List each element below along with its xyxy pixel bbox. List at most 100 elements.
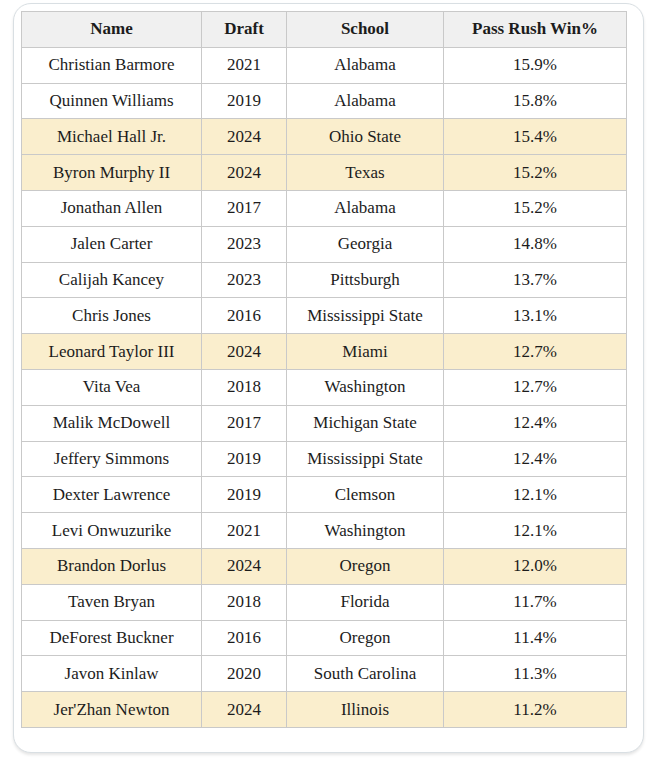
table-row: DeForest Buckner2016Oregon11.4% xyxy=(22,620,627,656)
cell-name: Jer'Zhan Newton xyxy=(22,692,202,728)
cell-school: Mississippi State xyxy=(287,441,444,477)
cell-pass-rush-win: 11.2% xyxy=(444,692,627,728)
page: Name Draft School Pass Rush Win% Christi… xyxy=(0,0,654,763)
cell-school: Alabama xyxy=(287,47,444,83)
table-row: Vita Vea2018Washington12.7% xyxy=(22,369,627,405)
cell-draft: 2020 xyxy=(202,656,287,692)
table-row: Leonard Taylor III2024Miami12.7% xyxy=(22,334,627,370)
cell-school: Alabama xyxy=(287,190,444,226)
table-body: Christian Barmore2021Alabama15.9%Quinnen… xyxy=(22,47,627,727)
cell-draft: 2024 xyxy=(202,119,287,155)
cell-school: Texas xyxy=(287,155,444,191)
cell-pass-rush-win: 15.9% xyxy=(444,47,627,83)
header-row: Name Draft School Pass Rush Win% xyxy=(22,12,627,48)
cell-school: Alabama xyxy=(287,83,444,119)
cell-pass-rush-win: 15.2% xyxy=(444,190,627,226)
cell-draft: 2019 xyxy=(202,441,287,477)
cell-name: Byron Murphy II xyxy=(22,155,202,191)
cell-name: Brandon Dorlus xyxy=(22,548,202,584)
cell-pass-rush-win: 12.1% xyxy=(444,513,627,549)
cell-pass-rush-win: 12.4% xyxy=(444,405,627,441)
cell-draft: 2024 xyxy=(202,548,287,584)
cell-pass-rush-win: 14.8% xyxy=(444,226,627,262)
cell-draft: 2019 xyxy=(202,83,287,119)
cell-pass-rush-win: 11.7% xyxy=(444,584,627,620)
table-header: Name Draft School Pass Rush Win% xyxy=(22,12,627,48)
cell-pass-rush-win: 12.0% xyxy=(444,548,627,584)
cell-pass-rush-win: 11.3% xyxy=(444,656,627,692)
table-row: Calijah Kancey2023Pittsburgh13.7% xyxy=(22,262,627,298)
cell-name: Quinnen Williams xyxy=(22,83,202,119)
table-row: Levi Onwuzurike2021Washington12.1% xyxy=(22,513,627,549)
cell-name: Michael Hall Jr. xyxy=(22,119,202,155)
cell-draft: 2024 xyxy=(202,692,287,728)
column-header-draft: Draft xyxy=(202,12,287,48)
cell-school: Oregon xyxy=(287,548,444,584)
table-row: Taven Bryan2018Florida11.7% xyxy=(22,584,627,620)
cell-name: Levi Onwuzurike xyxy=(22,513,202,549)
cell-draft: 2024 xyxy=(202,334,287,370)
column-header-school: School xyxy=(287,12,444,48)
cell-name: Malik McDowell xyxy=(22,405,202,441)
cell-pass-rush-win: 15.8% xyxy=(444,83,627,119)
cell-pass-rush-win: 12.7% xyxy=(444,369,627,405)
cell-school: Pittsburgh xyxy=(287,262,444,298)
cell-name: DeForest Buckner xyxy=(22,620,202,656)
cell-pass-rush-win: 13.7% xyxy=(444,262,627,298)
cell-name: Javon Kinlaw xyxy=(22,656,202,692)
table-row: Jalen Carter2023Georgia14.8% xyxy=(22,226,627,262)
cell-draft: 2019 xyxy=(202,477,287,513)
cell-name: Leonard Taylor III xyxy=(22,334,202,370)
cell-pass-rush-win: 12.1% xyxy=(444,477,627,513)
table-row: Malik McDowell2017Michigan State12.4% xyxy=(22,405,627,441)
cell-school: Miami xyxy=(287,334,444,370)
cell-pass-rush-win: 12.7% xyxy=(444,334,627,370)
cell-school: Illinois xyxy=(287,692,444,728)
table-row: Brandon Dorlus2024Oregon12.0% xyxy=(22,548,627,584)
cell-draft: 2023 xyxy=(202,262,287,298)
table-row: Dexter Lawrence2019Clemson12.1% xyxy=(22,477,627,513)
cell-school: Florida xyxy=(287,584,444,620)
cell-school: Oregon xyxy=(287,620,444,656)
table-row: Jer'Zhan Newton2024Illinois11.2% xyxy=(22,692,627,728)
cell-name: Taven Bryan xyxy=(22,584,202,620)
table-row: Jeffery Simmons2019Mississippi State12.4… xyxy=(22,441,627,477)
cell-school: Washington xyxy=(287,369,444,405)
cell-draft: 2024 xyxy=(202,155,287,191)
column-header-name: Name xyxy=(22,12,202,48)
cell-draft: 2023 xyxy=(202,226,287,262)
cell-draft: 2018 xyxy=(202,369,287,405)
cell-school: Clemson xyxy=(287,477,444,513)
cell-draft: 2021 xyxy=(202,47,287,83)
cell-draft: 2017 xyxy=(202,405,287,441)
cell-pass-rush-win: 15.2% xyxy=(444,155,627,191)
cell-name: Jeffery Simmons xyxy=(22,441,202,477)
cell-name: Christian Barmore xyxy=(22,47,202,83)
cell-name: Jalen Carter xyxy=(22,226,202,262)
cell-name: Chris Jones xyxy=(22,298,202,334)
table-row: Michael Hall Jr.2024Ohio State15.4% xyxy=(22,119,627,155)
cell-draft: 2016 xyxy=(202,298,287,334)
table-row: Chris Jones2016Mississippi State13.1% xyxy=(22,298,627,334)
cell-draft: 2021 xyxy=(202,513,287,549)
cell-draft: 2016 xyxy=(202,620,287,656)
cell-school: Ohio State xyxy=(287,119,444,155)
cell-pass-rush-win: 15.4% xyxy=(444,119,627,155)
table-row: Christian Barmore2021Alabama15.9% xyxy=(22,47,627,83)
table-row: Byron Murphy II2024Texas15.2% xyxy=(22,155,627,191)
cell-pass-rush-win: 12.4% xyxy=(444,441,627,477)
table-card: Name Draft School Pass Rush Win% Christi… xyxy=(13,3,644,753)
cell-name: Dexter Lawrence xyxy=(22,477,202,513)
cell-draft: 2018 xyxy=(202,584,287,620)
pass-rush-win-table: Name Draft School Pass Rush Win% Christi… xyxy=(21,11,627,728)
column-header-pass-rush-win: Pass Rush Win% xyxy=(444,12,627,48)
cell-school: South Carolina xyxy=(287,656,444,692)
cell-name: Calijah Kancey xyxy=(22,262,202,298)
cell-draft: 2017 xyxy=(202,190,287,226)
cell-school: Michigan State xyxy=(287,405,444,441)
cell-name: Jonathan Allen xyxy=(22,190,202,226)
cell-name: Vita Vea xyxy=(22,369,202,405)
table-row: Quinnen Williams2019Alabama15.8% xyxy=(22,83,627,119)
cell-school: Mississippi State xyxy=(287,298,444,334)
table-row: Jonathan Allen2017Alabama15.2% xyxy=(22,190,627,226)
